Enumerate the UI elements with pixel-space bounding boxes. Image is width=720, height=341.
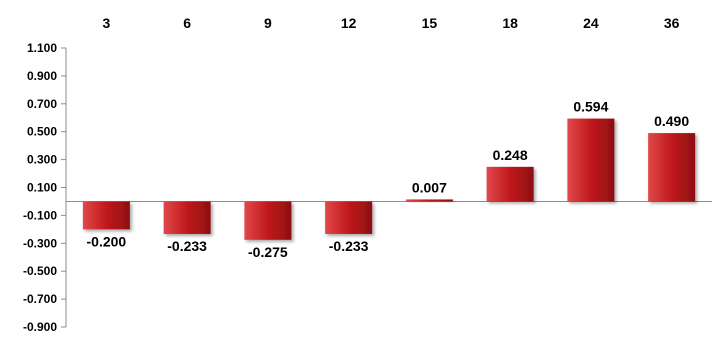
- y-tick-label: 0.500: [27, 125, 57, 139]
- data-label: 0.248: [493, 147, 528, 163]
- category-label: 12: [341, 15, 357, 31]
- data-label: 0.594: [573, 99, 608, 115]
- bar-18: [486, 166, 534, 202]
- category-label: 15: [422, 15, 438, 31]
- category-label: 18: [502, 15, 518, 31]
- data-label: -0.200: [87, 233, 127, 249]
- bar-9: [244, 201, 292, 240]
- category-label: 3: [102, 15, 110, 31]
- data-labels: -0.200 -0.233 -0.275 -0.233 0.007 0.248 0.594 0…: [87, 99, 690, 260]
- bars: [82, 118, 696, 240]
- y-tick-label: -0.700: [23, 292, 57, 306]
- category-label: 36: [664, 15, 680, 31]
- y-tick-label: -0.300: [23, 236, 57, 250]
- category-label: 9: [264, 15, 272, 31]
- y-tick-label: -0.900: [23, 320, 57, 334]
- data-label: -0.275: [248, 244, 288, 260]
- data-label: -0.233: [329, 238, 369, 254]
- bar-12: [325, 201, 373, 234]
- y-axis: 1.100 0.900 0.700 0.500 0.300 0.100 -0.100 -0.3…: [23, 41, 67, 334]
- data-label: -0.233: [167, 238, 207, 254]
- bar-15: [405, 199, 453, 202]
- data-label: 0.490: [654, 113, 689, 129]
- bar-36: [648, 133, 696, 202]
- data-label: 0.007: [412, 179, 447, 195]
- bar-24: [567, 118, 615, 202]
- y-tick-label: 0.900: [27, 69, 57, 83]
- category-label: 24: [583, 15, 599, 31]
- y-tick-label: 1.100: [27, 41, 57, 55]
- y-tick-label: -0.500: [23, 264, 57, 278]
- category-label: 6: [183, 15, 191, 31]
- y-tick-label: -0.100: [23, 208, 57, 222]
- y-tick-label: 0.700: [27, 97, 57, 111]
- bar-3: [82, 201, 130, 230]
- y-tick-label: 0.100: [27, 181, 57, 195]
- bar-6: [163, 201, 211, 234]
- y-tick-label: 0.300: [27, 153, 57, 167]
- category-labels: 3 6 9 12 15 18 24 36: [102, 15, 679, 31]
